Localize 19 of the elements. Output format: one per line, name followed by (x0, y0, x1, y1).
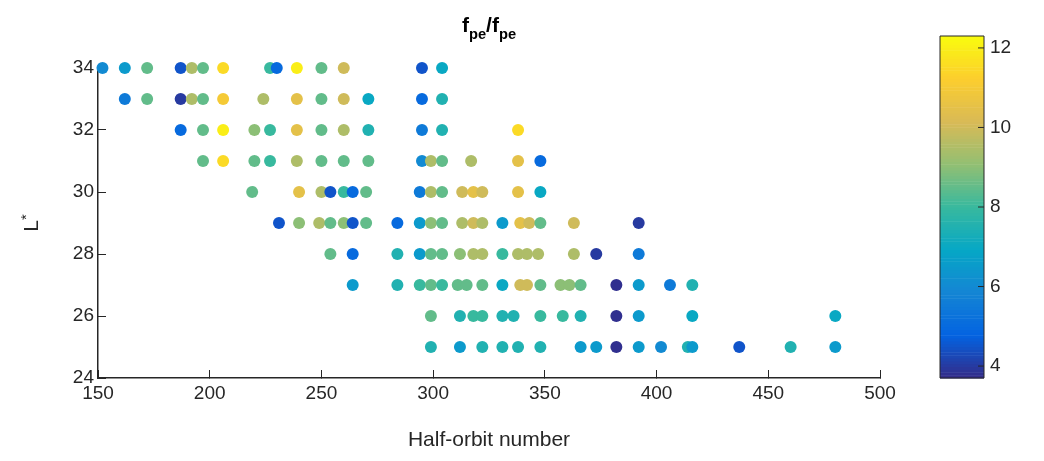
color-bar-label: 8 (990, 195, 1001, 217)
y-tick-label: 32 (72, 118, 94, 140)
y-axis-title: L* (17, 214, 42, 232)
color-bar-label: 10 (990, 115, 1012, 137)
color-bar-label: 6 (990, 274, 1001, 296)
y-tick-label: 30 (72, 180, 94, 202)
x-tick-label: 500 (864, 381, 896, 403)
x-tick-label: 200 (193, 381, 226, 403)
x-tick-label: 300 (417, 381, 449, 403)
x-tick-label: 450 (752, 381, 785, 403)
color-bar-label: 12 (990, 36, 1012, 58)
y-tick-label: 26 (72, 304, 94, 326)
x-tick-label: 250 (305, 381, 338, 403)
y-tick-label: 28 (72, 242, 94, 264)
y-tick-label: 34 (72, 56, 95, 78)
x-tick-label: 400 (640, 381, 673, 403)
x-axis-title: Half-orbit number (407, 427, 571, 451)
color-bar-label: 4 (990, 354, 1001, 376)
x-tick-label: 350 (529, 381, 561, 403)
